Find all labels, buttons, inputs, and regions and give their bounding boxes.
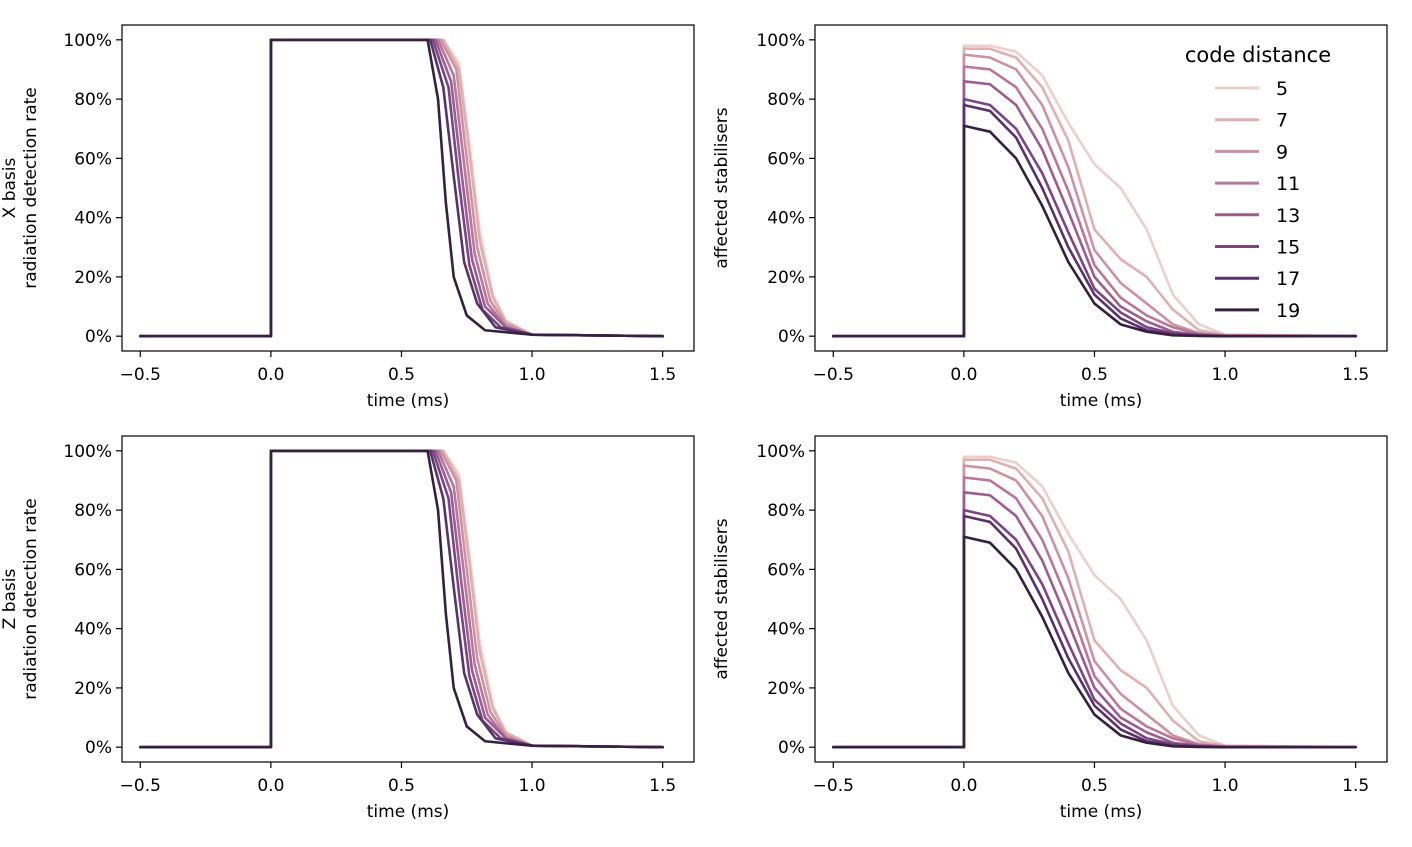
y-tick-label: 100% [756,442,805,462]
y-tick-label: 20% [74,679,112,699]
series-line-9 [138,38,664,338]
legend-label-11: 11 [1276,173,1300,195]
series-line-15 [831,508,1357,749]
y-tick-label: 20% [767,679,805,699]
series-line-17 [138,449,664,749]
x-tick-label: 0.0 [950,776,977,796]
series-line-9 [138,449,664,749]
y-tick-label: 20% [74,268,112,288]
legend-label-5: 5 [1276,78,1288,100]
x-tick-label: 1.0 [519,776,546,796]
x-tick-label: 0.0 [950,365,977,385]
y-tick-label: 40% [74,209,112,229]
x-tick-label: −0.5 [813,776,854,796]
series-line-5 [831,455,1357,749]
legend-label-9: 9 [1276,141,1288,163]
y-tick-label: 100% [63,442,112,462]
legend-title: code distance [1185,43,1331,67]
x-axis-label: time (ms) [367,802,450,822]
x-tick-label: −0.5 [120,365,161,385]
plot-frame [814,435,1388,763]
series-line-11 [138,38,664,338]
series-line-7 [831,47,1357,338]
x-tick-label: 1.5 [1342,776,1369,796]
series-line-17 [138,38,664,338]
x-tick-label: 1.5 [649,365,676,385]
x-tick-label: 0.5 [388,365,415,385]
series-line-5 [138,449,664,749]
y-axis-label: affected stabilisers [712,518,732,679]
y-tick-label: 0% [85,738,112,758]
x-tick-label: 0.5 [388,776,415,796]
series-line-19 [138,38,664,338]
y-axis-label: X basis [0,158,20,219]
y-tick-label: 40% [74,620,112,640]
series-line-13 [831,491,1357,749]
y-tick-label: 60% [74,149,112,169]
x-axis-label: time (ms) [1060,391,1143,411]
series-line-7 [831,458,1357,749]
x-tick-label: 0.5 [1081,776,1108,796]
legend-label-7: 7 [1276,110,1288,132]
series-line-13 [138,38,664,338]
x-tick-label: 0.0 [257,776,284,796]
y-tick-label: 80% [767,501,805,521]
series-line-15 [138,38,664,338]
plot-frame [121,435,695,763]
y-axis-label: radiation detection rate [21,498,41,700]
legend-label-19: 19 [1276,300,1300,322]
y-tick-label: 40% [767,209,805,229]
plot-frame [814,24,1388,352]
series-line-13 [138,449,664,749]
series-line-11 [138,449,664,749]
y-tick-label: 40% [767,620,805,640]
series-line-11 [831,476,1357,749]
y-tick-label: 0% [85,327,112,347]
series-line-7 [138,449,664,749]
x-tick-label: −0.5 [120,776,161,796]
plot-frame [121,24,695,352]
series-line-5 [831,44,1357,338]
x-tick-label: 0.5 [1081,365,1108,385]
subplot-1: −0.5 0.0 0.5 1.0 1.5 0% 20% 40% 60% 80% 100% time (… [0,24,695,411]
legend-label-13: 13 [1276,205,1300,227]
y-tick-label: 80% [74,90,112,110]
y-tick-label: 80% [74,501,112,521]
x-tick-label: 0.0 [257,365,284,385]
y-tick-label: 0% [778,327,805,347]
subplot-2: −0.5 0.0 0.5 1.0 1.5 0% 20% 40% 60% 80% 100% time (… [712,24,1388,411]
y-tick-label: 60% [74,560,112,580]
series-line-5 [138,38,664,338]
y-axis-label: affected stabilisers [712,107,732,268]
y-axis-label: Z basis [0,569,20,630]
x-tick-label: −0.5 [813,365,854,385]
series-line-15 [138,449,664,749]
y-axis-label: radiation detection rate [21,87,41,289]
x-axis-label: time (ms) [1060,802,1143,822]
y-tick-label: 80% [767,90,805,110]
y-tick-label: 60% [767,149,805,169]
legend-label-17: 17 [1276,268,1300,290]
x-tick-label: 1.0 [1212,365,1239,385]
series-line-19 [138,449,664,749]
y-tick-label: 100% [63,31,112,51]
x-tick-label: 1.5 [649,776,676,796]
x-axis-label: time (ms) [367,391,450,411]
x-tick-label: 1.5 [1342,365,1369,385]
y-tick-label: 0% [778,738,805,758]
series-line-11 [831,65,1357,338]
y-tick-label: 60% [767,560,805,580]
x-tick-label: 1.0 [519,365,546,385]
y-tick-label: 100% [756,31,805,51]
series-line-7 [138,38,664,338]
legend-label-15: 15 [1276,237,1300,259]
y-tick-label: 20% [767,268,805,288]
series-line-19 [831,535,1357,749]
legend: code distance 5 7 9 11 13 15 17 19 [1185,43,1331,322]
x-tick-label: 1.0 [1212,776,1239,796]
series-line-19 [831,124,1357,338]
subplot-3: −0.5 0.0 0.5 1.0 1.5 0% 20% 40% 60% 80% 100% time (… [0,435,695,822]
subplot-4: −0.5 0.0 0.5 1.0 1.5 0% 20% 40% 60% 80% 100% time (… [712,435,1388,822]
